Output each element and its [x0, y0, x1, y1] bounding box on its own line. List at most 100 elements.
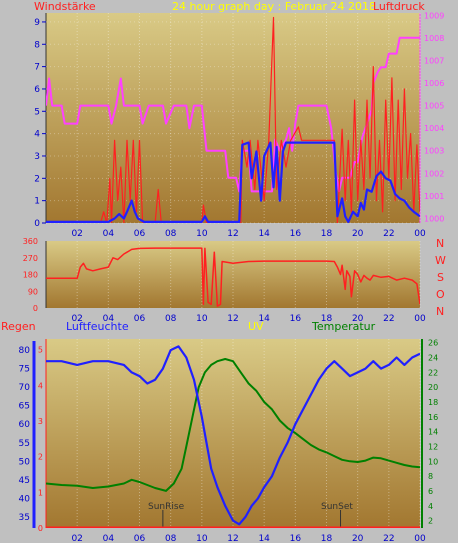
time-label-mid-22: 22 [383, 314, 394, 324]
temperature-line [46, 358, 420, 492]
wind-tick-6: 6 [34, 85, 40, 95]
direction-tick-0: 0 [33, 304, 38, 313]
pressure-tick-1002: 1002 [424, 169, 444, 178]
temp-tick-20: 20 [428, 383, 438, 392]
time-label-mid-12: 12 [227, 314, 238, 324]
wind-gust-line [46, 16, 420, 223]
temp-tick-22: 22 [428, 368, 438, 377]
luftfeuchte-label: Luftfeuchte [66, 320, 129, 333]
humidity-tick-50: 50 [19, 457, 31, 467]
sunset-label: SunSet [321, 502, 353, 512]
time-label-mid-00: 00 [414, 314, 426, 324]
sunrise-label: SunRise [148, 502, 185, 512]
wind-average-line [46, 141, 420, 223]
wind-tick-0: 0 [34, 219, 40, 229]
time-label-top-02: 02 [71, 229, 82, 239]
humidity-tick-55: 55 [19, 439, 30, 449]
compass-w: W [435, 254, 446, 267]
temp-tick-16: 16 [428, 413, 438, 422]
time-label-top-16: 16 [290, 229, 302, 239]
direction-tick-90: 90 [28, 287, 38, 296]
humidity-tick-80: 80 [19, 346, 31, 356]
pressure-tick-1007: 1007 [424, 56, 444, 65]
uv-label: UV [248, 320, 264, 333]
time-label-bot-08: 08 [165, 534, 177, 543]
time-label-top-14: 14 [258, 229, 270, 239]
time-label-mid-10: 10 [196, 314, 208, 324]
time-label-bot-00: 00 [414, 534, 426, 543]
time-label-top-06: 06 [134, 229, 146, 239]
time-label-mid-06: 06 [134, 314, 146, 324]
wind-tick-1: 1 [34, 197, 40, 207]
pressure-tick-1005: 1005 [424, 102, 444, 111]
regen-tick-5: 5 [38, 346, 43, 355]
windstaerke-label: Windstärke [34, 0, 96, 13]
temp-tick-12: 12 [428, 442, 438, 451]
temp-tick-14: 14 [428, 428, 438, 437]
humidity-tick-70: 70 [19, 383, 31, 393]
time-label-bot-22: 22 [383, 534, 394, 543]
temp-tick-24: 24 [428, 354, 438, 363]
pressure-tick-1008: 1008 [424, 34, 444, 43]
direction-tick-270: 270 [23, 254, 38, 263]
wind-tick-5: 5 [34, 107, 40, 117]
temperatur-label: Temperatur [311, 320, 376, 333]
humidity-tick-40: 40 [19, 494, 31, 504]
temp-tick-26: 26 [428, 339, 438, 348]
wind-tick-7: 7 [34, 63, 40, 73]
humidity-temperature-panel [46, 339, 420, 528]
pressure-tick-1009: 1009 [424, 11, 444, 20]
temp-tick-2: 2 [428, 517, 433, 526]
time-label-bot-02: 02 [71, 534, 82, 543]
regen-tick-4: 4 [38, 381, 43, 390]
data-series [46, 16, 420, 528]
wind-tick-8: 8 [34, 40, 40, 50]
time-label-mid-02: 02 [71, 314, 82, 324]
temp-tick-8: 8 [428, 472, 433, 481]
chart-title: 24 hour graph day : Februar 24 2018 [172, 0, 376, 13]
temp-tick-18: 18 [428, 398, 438, 407]
pressure-tick-1001: 1001 [424, 192, 444, 201]
regen-tick-3: 3 [38, 417, 43, 426]
wind-direction-line [46, 247, 420, 307]
temp-tick-10: 10 [428, 457, 438, 466]
direction-tick-360: 360 [23, 237, 38, 246]
time-label-bot-16: 16 [290, 534, 302, 543]
compass-n-bottom: N [436, 305, 444, 318]
time-label-mid-14: 14 [258, 314, 270, 324]
time-label-mid-04: 04 [103, 314, 115, 324]
wind-tick-3: 3 [34, 152, 40, 162]
humidity-tick-65: 65 [19, 402, 30, 412]
time-label-mid-20: 20 [352, 314, 364, 324]
wind-tick-4: 4 [34, 130, 40, 140]
time-label-mid-08: 08 [165, 314, 177, 324]
time-label-top-22: 22 [383, 229, 394, 239]
time-label-bot-04: 04 [103, 534, 115, 543]
compass-n-top: N [436, 237, 444, 250]
time-label-mid-16: 16 [290, 314, 302, 324]
regen-tick-1: 1 [38, 488, 43, 497]
time-label-bot-10: 10 [196, 534, 208, 543]
humidity-tick-60: 60 [19, 420, 31, 430]
humidity-tick-35: 35 [19, 513, 30, 523]
time-label-bot-12: 12 [227, 534, 238, 543]
time-label-bot-20: 20 [352, 534, 364, 543]
time-label-bot-06: 06 [134, 534, 146, 543]
compass-o: O [436, 288, 445, 301]
humidity-line [46, 345, 420, 526]
luftdruck-label: Luftdruck [373, 0, 425, 13]
humidity-tick-45: 45 [19, 476, 30, 486]
regen-tick-0: 0 [38, 524, 43, 533]
time-label-bot-14: 14 [258, 534, 270, 543]
wind-tick-2: 2 [34, 174, 40, 184]
time-label-top-00: 00 [414, 229, 426, 239]
time-label-mid-18: 18 [321, 314, 333, 324]
pressure-tick-1003: 1003 [424, 147, 444, 156]
wind-tick-9: 9 [34, 18, 40, 28]
pressure-tick-1000: 1000 [424, 214, 444, 223]
humidity-tick-75: 75 [19, 365, 30, 375]
pressure-tick-1004: 1004 [424, 124, 444, 133]
temp-tick-6: 6 [428, 487, 433, 496]
